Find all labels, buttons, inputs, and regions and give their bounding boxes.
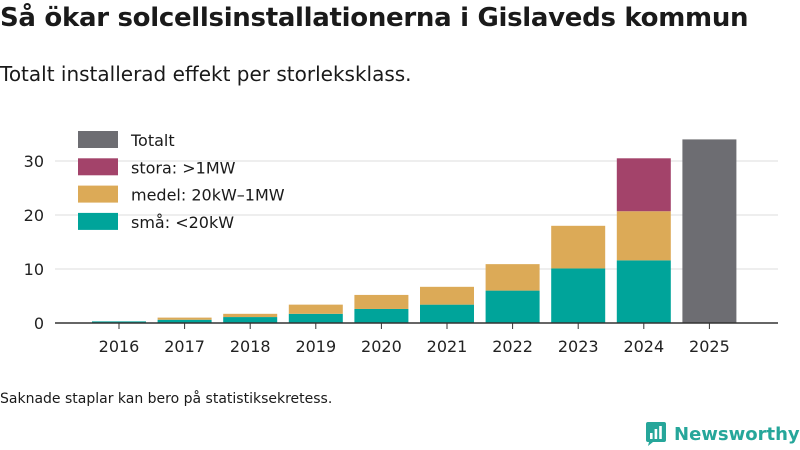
axes: 0 10 20 30 2016 2017 2018 2019 2020 2021 2022 2023 2…	[24, 152, 778, 356]
legend-label-medel: medel: 20kW–1MW	[131, 186, 285, 205]
bar-sma-2023	[551, 268, 606, 323]
x-tick-label: 2022	[492, 337, 533, 356]
x-tick-label: 2019	[295, 337, 336, 356]
bar-medel-2021	[420, 286, 474, 305]
bar-sma-2019	[288, 313, 343, 323]
legend-swatch-stora	[78, 158, 118, 176]
x-tick-label: 2025	[689, 337, 730, 356]
legend-label-stora: stora: >1MW	[131, 158, 236, 177]
bar-medel-2017	[157, 317, 212, 320]
bar-medel-2023	[551, 225, 606, 269]
x-tick-label: 2024	[623, 337, 664, 356]
x-tick-label: 2016	[99, 337, 140, 356]
bar-sma-2021	[420, 304, 474, 323]
legend-label-total: Totalt	[130, 131, 175, 150]
legend: Totalt stora: >1MW medel: 20kW–1MW små: <20…	[78, 131, 285, 232]
y-tick-label: 20	[24, 206, 44, 225]
stacked-bar-chart: 0 10 20 30 2016 2017 2018 2019 2020 2021 2022 2023 2…	[24, 131, 778, 356]
bar-stora-2024	[616, 158, 671, 212]
y-tick-label: 0	[34, 314, 44, 333]
y-tick-label: 30	[24, 152, 44, 171]
bar-total-2025	[682, 139, 737, 323]
x-tick-label: 2021	[427, 337, 468, 356]
bar-sma-2020	[354, 308, 409, 323]
bar-sma-2022	[485, 290, 540, 323]
bar-sma-2016	[92, 321, 146, 323]
brand-name: Newsworthy	[674, 423, 800, 445]
chart-title: Så ökar solcellsinstallationerna i Gisla…	[0, 3, 749, 33]
bar-medel-2022	[485, 264, 540, 291]
bar-medel-2024	[616, 211, 671, 261]
bar-medel-2018	[223, 313, 278, 318]
legend-swatch-medel	[78, 185, 118, 203]
newsworthy-logo: Newsworthy	[644, 420, 800, 448]
chart-subtitle: Totalt installerad effekt per storlekskl…	[0, 62, 412, 86]
bar-sma-2024	[616, 260, 671, 323]
x-tick-label: 2018	[230, 337, 271, 356]
x-tick-label: 2020	[361, 337, 402, 356]
bars	[92, 139, 737, 323]
legend-swatch-sma	[78, 212, 118, 230]
bar-sma-2018	[223, 317, 278, 323]
y-tick-label: 10	[24, 260, 44, 279]
legend-swatch-total	[78, 131, 118, 148]
x-tick-label: 2023	[558, 337, 599, 356]
bar-medel-2019	[288, 304, 343, 314]
bar-sma-2017	[157, 319, 212, 323]
x-tick-label: 2017	[164, 337, 205, 356]
footnote: Saknade staplar kan bero på statistiksek…	[0, 391, 333, 407]
bar-medel-2020	[354, 294, 409, 309]
newsworthy-logo-icon	[646, 422, 666, 446]
legend-label-sma: små: <20kW	[131, 213, 234, 232]
